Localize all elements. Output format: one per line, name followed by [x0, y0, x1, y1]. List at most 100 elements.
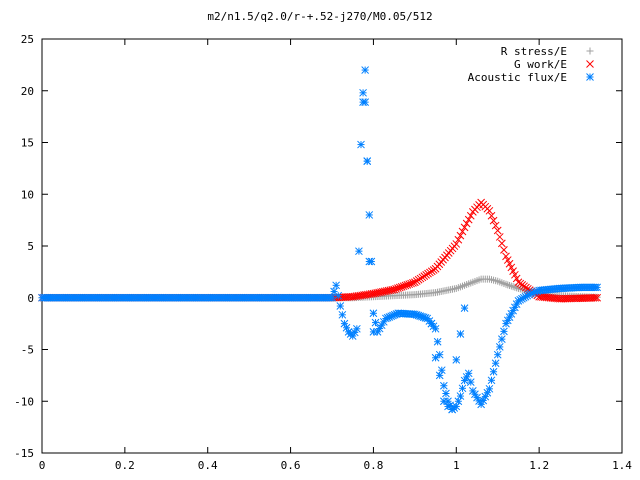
chart-title: m2/n1.5/q2.0/r-+.52-j270/M0.05/512: [207, 10, 432, 23]
data-point: [442, 389, 450, 398]
data-point: [574, 294, 583, 303]
data-point: [336, 302, 345, 310]
data-point: [464, 369, 473, 378]
data-point: [359, 88, 367, 97]
x-tick-label: 0.8: [363, 459, 383, 472]
data-point: [502, 280, 510, 288]
data-point: [511, 303, 519, 312]
data-point: [511, 283, 519, 291]
data-point: [454, 235, 463, 244]
legend-label: R stress/E: [501, 45, 567, 58]
data-point: [431, 353, 440, 362]
x-tick-label: 1.2: [529, 459, 549, 472]
y-tick-label: -10: [14, 395, 34, 408]
y-tick-label: 20: [21, 85, 34, 98]
data-point: [511, 270, 519, 279]
y-tick-label: 10: [21, 188, 34, 201]
data-point: [471, 390, 479, 399]
data-point: [557, 294, 566, 303]
x-tick-label: 1: [453, 459, 460, 472]
data-point: [487, 211, 496, 220]
data-point: [502, 319, 510, 328]
data-point: [591, 293, 600, 302]
data-point: [332, 281, 340, 290]
series-layer: [38, 66, 601, 414]
data-point: [561, 294, 570, 303]
data-point: [509, 283, 517, 291]
data-point: [464, 215, 473, 224]
data-point: [466, 211, 475, 220]
data-point: [569, 294, 577, 303]
data-point: [507, 282, 515, 290]
series-extra: [359, 98, 469, 414]
data-point: [458, 384, 467, 393]
data-point: [409, 279, 417, 287]
data-point: [505, 259, 514, 268]
data-point: [444, 402, 452, 411]
data-point: [427, 319, 436, 328]
data-point: [456, 330, 465, 338]
data-point: [502, 252, 510, 261]
data-point: [369, 328, 378, 336]
series-acoustic-flux-e: [38, 66, 601, 414]
data-point: [371, 318, 380, 327]
data-point: [493, 226, 502, 235]
data-point: [507, 263, 516, 272]
data-point: [440, 397, 448, 406]
data-point: [567, 294, 576, 303]
data-point: [509, 267, 517, 275]
data-point: [593, 293, 601, 302]
data-point: [353, 324, 361, 333]
data-point: [498, 335, 506, 344]
data-point: [498, 239, 506, 248]
data-point: [489, 216, 498, 225]
data-point: [365, 211, 374, 219]
data-point: [328, 293, 336, 302]
data-point: [589, 294, 598, 302]
data-point: [572, 294, 581, 303]
data-point: [485, 384, 494, 393]
data-point: [565, 294, 574, 303]
data-point: [512, 274, 521, 283]
data-point: [460, 223, 469, 232]
data-point: [361, 98, 369, 106]
data-point: [361, 66, 369, 74]
data-point: [369, 309, 378, 318]
data-point: [466, 378, 475, 386]
data-point: [500, 327, 508, 336]
data-point: [489, 367, 498, 376]
axis-ticks: 0 0.2 0.4 0.6 0.8 1 1.2 1.4 -15 -10 -5 0 5 10 15 20 25: [14, 33, 632, 472]
data-point: [365, 257, 374, 266]
y-tick-label: 15: [21, 137, 34, 150]
legend-marker: [586, 73, 594, 81]
data-point: [458, 227, 467, 236]
x-tick-label: 0.6: [281, 459, 301, 472]
legend-label: G work/E: [514, 58, 567, 71]
x-tick-label: 0: [39, 459, 46, 472]
data-point: [456, 231, 465, 240]
data-point: [556, 294, 564, 303]
data-point: [500, 246, 508, 254]
data-point: [493, 350, 502, 359]
y-tick-label: 0: [27, 292, 34, 305]
y-tick-label: 5: [27, 240, 34, 253]
legend-marker: [586, 60, 594, 68]
data-point: [355, 247, 363, 256]
data-point: [435, 371, 444, 380]
data-point: [554, 294, 562, 303]
data-point: [491, 359, 500, 368]
data-point: [491, 221, 500, 230]
data-point: [357, 140, 365, 149]
data-point: [460, 376, 469, 385]
plot-frame: [41, 38, 623, 454]
data-point: [350, 328, 359, 337]
data-point: [487, 376, 496, 385]
data-point: [363, 157, 372, 165]
data-point: [507, 310, 516, 318]
data-point: [503, 256, 512, 264]
x-tick-label: 0.4: [198, 459, 218, 472]
data-point: [460, 304, 469, 312]
data-point: [504, 281, 512, 289]
